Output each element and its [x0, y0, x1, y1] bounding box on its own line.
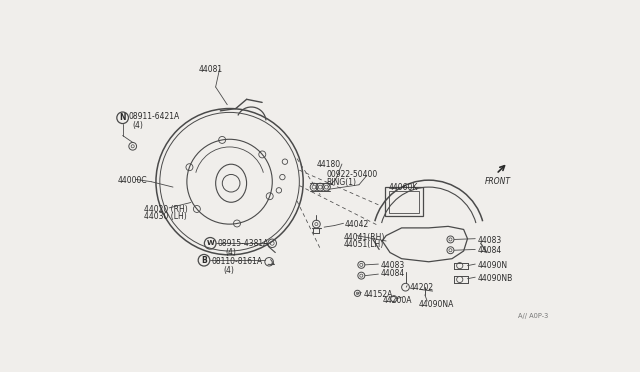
Text: 44042: 44042 — [345, 220, 369, 229]
Text: A// A0P-3: A// A0P-3 — [518, 312, 548, 318]
Text: 08911-6421A: 08911-6421A — [129, 112, 180, 121]
Text: B: B — [201, 256, 207, 265]
Text: RING(1): RING(1) — [326, 178, 356, 187]
Text: (4): (4) — [223, 266, 234, 275]
Text: 44090NA: 44090NA — [419, 299, 454, 308]
Text: 44030 (LH): 44030 (LH) — [143, 212, 186, 221]
Text: 00922-50400: 00922-50400 — [326, 170, 378, 179]
Text: 44081: 44081 — [198, 65, 223, 74]
Text: 44083: 44083 — [477, 235, 502, 245]
Text: 08110-8161A: 08110-8161A — [212, 257, 263, 266]
Text: 44200A: 44200A — [382, 296, 412, 305]
Text: 08915-4381A: 08915-4381A — [218, 240, 269, 248]
Text: 44202: 44202 — [410, 283, 433, 292]
Text: 44090NB: 44090NB — [477, 274, 513, 283]
Text: W: W — [206, 240, 214, 246]
Text: 44000C: 44000C — [117, 176, 147, 185]
Text: 44041(RH): 44041(RH) — [344, 232, 385, 241]
Bar — [389, 191, 419, 212]
Text: 44152A: 44152A — [364, 290, 393, 299]
Bar — [385, 187, 423, 217]
Text: 44084: 44084 — [381, 269, 405, 278]
Text: 44083: 44083 — [381, 261, 405, 270]
Text: (4): (4) — [132, 121, 143, 130]
Text: FRONT: FRONT — [484, 177, 511, 186]
Text: 44090N: 44090N — [477, 261, 508, 270]
Text: 44051(LH): 44051(LH) — [344, 240, 384, 249]
Text: 44020 (RH): 44020 (RH) — [143, 205, 188, 214]
Text: N: N — [120, 113, 126, 122]
Text: (4): (4) — [226, 248, 237, 257]
Text: 44180: 44180 — [316, 160, 340, 169]
Text: 44060K: 44060K — [388, 183, 418, 192]
Text: 44084: 44084 — [477, 246, 502, 256]
